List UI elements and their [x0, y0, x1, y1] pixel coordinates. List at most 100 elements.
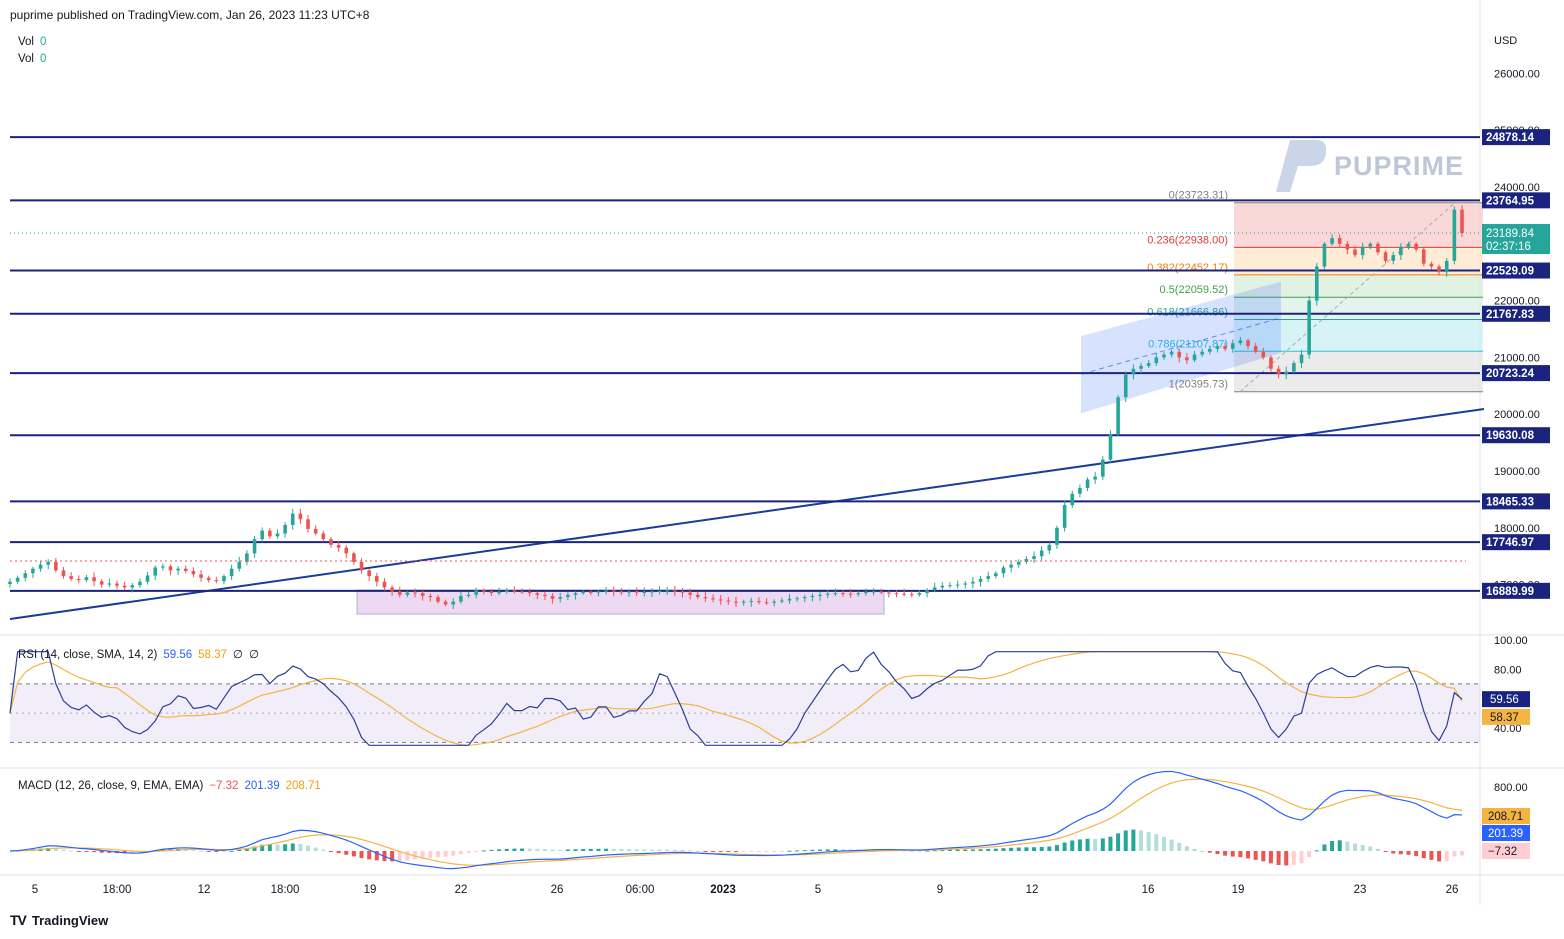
candle-body: [1345, 243, 1350, 250]
candle-body: [1414, 243, 1418, 250]
candle-body: [313, 528, 318, 534]
macd-histogram-bar: [1207, 851, 1212, 853]
rsi-legend-label: RSI (14, close, SMA, 14, 2): [18, 649, 158, 661]
level-price-label: 23764.95: [1486, 195, 1535, 207]
macd-histogram-bar: [76, 851, 81, 852]
macd-signal-label: 208.71: [1488, 811, 1523, 823]
candle-body: [99, 581, 104, 585]
candle-body: [1162, 354, 1166, 358]
macd-histogram-bar: [191, 849, 196, 851]
macd-histogram-bar: [1192, 848, 1197, 851]
macd-histogram-bar: [688, 850, 693, 852]
candle-body: [802, 597, 807, 599]
macd-histogram-bar: [1345, 841, 1350, 851]
macd-histogram-bar: [795, 850, 800, 852]
macd-histogram-bar: [458, 851, 463, 855]
candle-body: [1169, 351, 1174, 355]
candle-body: [535, 593, 540, 595]
macd-histogram-bar: [328, 851, 333, 852]
macd-histogram-bar: [497, 849, 502, 851]
macd-histogram-bar: [1077, 839, 1082, 851]
macd-histogram-bar: [489, 849, 494, 851]
macd-histogram-bar: [1291, 851, 1296, 865]
candle-body: [397, 591, 402, 595]
macd-legend-hist: −7.32: [209, 780, 239, 792]
candle-body: [23, 573, 28, 578]
fib-level-label: 1(20395.73): [1169, 379, 1228, 391]
candle-body: [1131, 368, 1136, 375]
macd-histogram-bar: [627, 849, 632, 851]
tradingview-footer[interactable]: TV TradingView: [10, 912, 108, 928]
candle-body: [1047, 544, 1052, 551]
candle-body: [375, 576, 379, 582]
candle-body: [1452, 209, 1457, 261]
time-tick-label: 12: [1026, 884, 1039, 896]
candle-body: [214, 580, 219, 582]
macd-histogram-bar: [779, 851, 784, 852]
candle-body: [1123, 374, 1128, 398]
candle-body: [1062, 505, 1067, 528]
candle-body: [1070, 493, 1075, 506]
macd-histogram-bar: [466, 851, 471, 853]
macd-histogram-bar: [535, 848, 540, 851]
macd-histogram-bar: [61, 849, 66, 851]
candle-body: [329, 539, 333, 545]
macd-histogram-bar: [306, 845, 311, 851]
fib-level-label: 0(23723.31): [1169, 190, 1228, 202]
macd-histogram-bar: [581, 848, 586, 851]
macd-histogram-bar: [718, 851, 723, 852]
macd-histogram-bar: [397, 851, 402, 862]
macd-histogram-bar: [672, 849, 677, 851]
candle-body: [1261, 351, 1266, 358]
macd-histogram-bar: [734, 851, 738, 853]
candle-body: [15, 577, 20, 582]
candle-body: [887, 592, 891, 594]
macd-legend-signal: 208.71: [285, 780, 321, 792]
price-tick-label: 20000.00: [1494, 409, 1540, 421]
macd-histogram-bar: [1383, 851, 1388, 852]
time-tick-label: 5: [815, 884, 821, 896]
candle-body: [512, 590, 517, 592]
macd-histogram-bar: [833, 849, 838, 851]
macd-histogram-bar: [336, 851, 341, 854]
macd-histogram-bar: [367, 851, 372, 860]
fib-level-label: 0.5(22059.52): [1160, 284, 1229, 296]
macd-histogram-bar: [680, 850, 685, 852]
candle-body: [871, 591, 876, 593]
candle-body: [1009, 564, 1013, 568]
candle-body: [611, 590, 616, 592]
level-price-label: 22529.09: [1486, 266, 1534, 278]
macd-histogram-bar: [1177, 842, 1182, 851]
macd-histogram-bar: [703, 851, 708, 852]
candle-body: [1246, 340, 1250, 347]
candle-body: [940, 585, 945, 588]
macd-histogram-bar: [237, 849, 242, 851]
macd-histogram-bar: [1039, 846, 1044, 851]
candle-body: [1299, 354, 1304, 364]
time-tick-label: 26: [1446, 884, 1459, 896]
candle-body: [634, 591, 639, 593]
macd-histogram-bar: [69, 850, 74, 852]
candle-body: [741, 601, 746, 603]
level-price-label: 24878.14: [1486, 132, 1535, 144]
macd-histogram-bar: [374, 851, 379, 861]
macd-histogram-bar: [787, 850, 792, 852]
candle-body: [1108, 434, 1113, 460]
candle-body: [825, 593, 830, 595]
macd-histogram-bar: [1169, 839, 1174, 851]
candle-body: [1330, 238, 1334, 244]
candle-body: [673, 590, 677, 592]
macd-histogram-bar: [604, 848, 609, 851]
macd-signal-tag: [1482, 808, 1530, 824]
macd-histogram-bar: [1398, 851, 1403, 855]
time-tick-label: 06:00: [626, 884, 655, 896]
candle-body: [589, 591, 593, 593]
macd-histogram-bar: [1223, 851, 1228, 856]
macd-histogram-bar: [1200, 850, 1205, 852]
volume-legend-label-2: Vol: [18, 53, 34, 65]
level-price-tag: [1482, 365, 1550, 382]
macd-histogram-bar: [1009, 847, 1014, 851]
countdown-label: 02:37:16: [1486, 241, 1531, 253]
candle-body: [1399, 246, 1403, 256]
